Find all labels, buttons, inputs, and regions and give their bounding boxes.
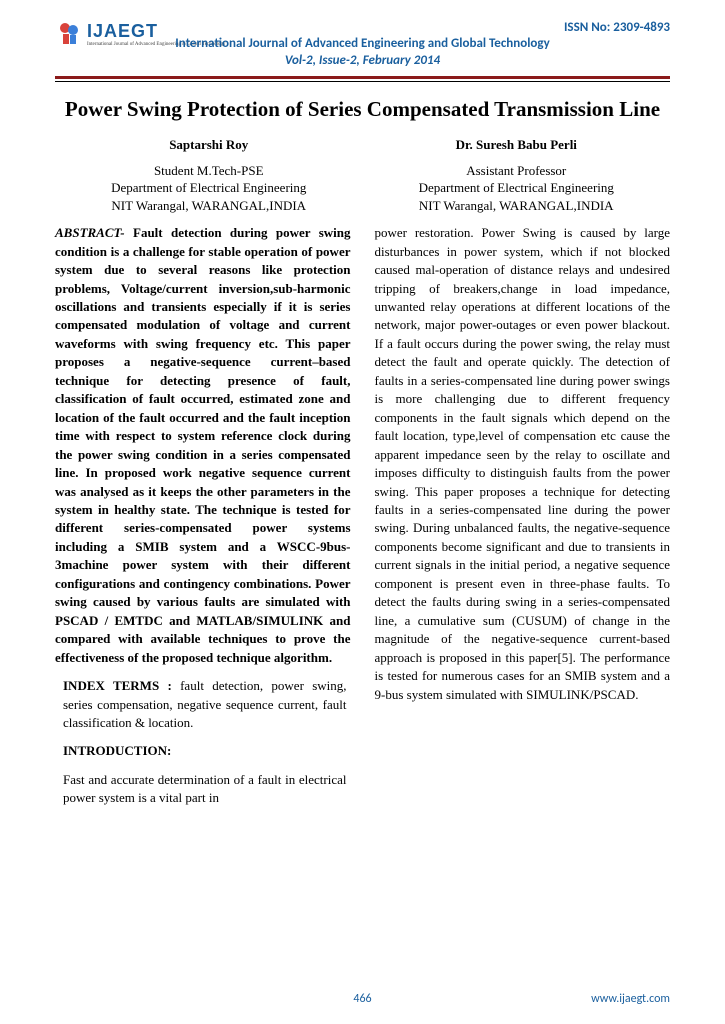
column-left: ABSTRACT- Fault detection during power s…	[55, 224, 351, 818]
authors-row: Saptarshi Roy Student M.Tech-PSE Departm…	[55, 136, 670, 214]
page-footer: 466 www.ijaegt.com	[55, 992, 670, 1006]
paper-title: Power Swing Protection of Series Compens…	[55, 96, 670, 122]
author-2-name: Dr. Suresh Babu Perli	[419, 136, 614, 154]
introduction-right-text: power restoration. Power Swing is caused…	[375, 224, 671, 704]
introduction-heading: INTRODUCTION:	[63, 742, 347, 760]
author-1-name: Saptarshi Roy	[111, 136, 306, 154]
header-rule-red	[55, 76, 670, 79]
column-right: power restoration. Power Swing is caused…	[375, 224, 671, 818]
body-columns: ABSTRACT- Fault detection during power s…	[55, 224, 670, 818]
introduction-left-text: Fast and accurate determination of a fau…	[63, 771, 347, 808]
issn-label: ISSN No: 2309-4893	[564, 20, 670, 35]
abstract-paragraph: ABSTRACT- Fault detection during power s…	[55, 224, 351, 667]
journal-logo-icon	[55, 20, 83, 48]
author-1-dept: Department of Electrical Engineering	[111, 179, 306, 197]
header-rule-thin	[55, 81, 670, 82]
author-1-affil: NIT Warangal, WARANGAL,INDIA	[111, 197, 306, 215]
footer-url: www.ijaegt.com	[591, 992, 670, 1006]
author-2-dept: Department of Electrical Engineering	[419, 179, 614, 197]
abstract-text: Fault detection during power swing condi…	[55, 225, 351, 664]
author-2-role: Assistant Professor	[419, 162, 614, 180]
index-terms-label: INDEX TERMS :	[63, 678, 172, 693]
introduction-block: INTRODUCTION: Fast and accurate determin…	[55, 742, 351, 807]
author-2-affil: NIT Warangal, WARANGAL,INDIA	[419, 197, 614, 215]
author-1-role: Student M.Tech-PSE	[111, 162, 306, 180]
journal-issue: Vol-2, Issue-2, February 2014	[55, 53, 670, 70]
page-number: 466	[353, 992, 371, 1006]
author-1: Saptarshi Roy Student M.Tech-PSE Departm…	[111, 136, 306, 214]
author-2: Dr. Suresh Babu Perli Assistant Professo…	[419, 136, 614, 214]
abstract-label: ABSTRACT-	[55, 225, 125, 240]
index-terms-paragraph: INDEX TERMS : fault detection, power swi…	[55, 677, 351, 732]
